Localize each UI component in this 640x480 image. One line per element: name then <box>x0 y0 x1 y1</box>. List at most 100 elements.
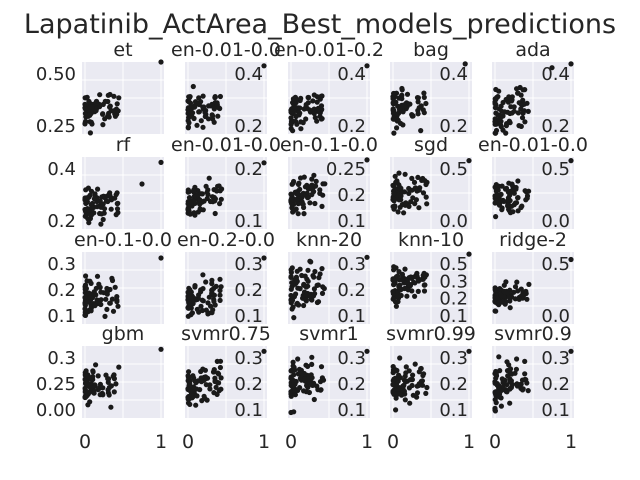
data-point <box>424 384 430 391</box>
data-point <box>90 368 96 374</box>
subplot-8: 0.1 0.2 0.25 en-0.1-0.0 <box>280 134 378 232</box>
data-point <box>85 373 91 380</box>
y-tick-label: 0.2 <box>234 159 263 180</box>
y-tick-label: 0.3 <box>337 348 366 369</box>
data-point <box>291 315 297 321</box>
data-point <box>83 200 89 206</box>
data-point <box>298 175 304 181</box>
data-point <box>413 197 419 203</box>
data-point <box>107 104 113 110</box>
data-point <box>289 297 296 303</box>
data-point <box>409 175 415 181</box>
data-point <box>510 209 516 215</box>
data-point <box>198 303 204 309</box>
data-point <box>289 106 295 112</box>
data-point <box>88 119 94 125</box>
y-tick-label: 0.1 <box>439 306 468 327</box>
data-point <box>418 365 424 372</box>
data-point <box>496 354 502 360</box>
data-point <box>396 269 402 275</box>
data-point <box>295 371 301 377</box>
data-point <box>115 200 121 206</box>
data-point <box>403 200 409 206</box>
data-point <box>196 109 202 115</box>
data-point <box>288 286 294 292</box>
data-point <box>497 368 503 374</box>
subplot-title: bag <box>413 39 449 61</box>
y-tick-label: 0.1 <box>541 400 570 421</box>
data-point <box>415 111 421 117</box>
data-point <box>501 282 507 288</box>
data-point <box>466 158 472 164</box>
data-point <box>305 106 311 112</box>
data-point <box>185 374 192 381</box>
data-point <box>419 276 425 282</box>
data-point <box>89 295 96 301</box>
data-point <box>206 294 212 300</box>
data-point <box>97 104 103 110</box>
x-tick-label: 0 <box>285 431 297 453</box>
data-point <box>306 389 312 396</box>
y-tick-label: 0.2 <box>541 374 570 395</box>
data-point <box>568 61 574 67</box>
data-point <box>526 281 532 287</box>
data-point <box>412 361 418 367</box>
data-point <box>301 388 307 394</box>
data-point <box>288 382 294 388</box>
data-point <box>397 355 403 361</box>
data-point <box>83 285 89 292</box>
data-point <box>218 284 224 290</box>
data-point <box>217 297 223 303</box>
data-point <box>102 98 108 104</box>
data-point <box>82 106 88 112</box>
data-point <box>391 90 397 97</box>
data-point <box>414 95 421 101</box>
data-point <box>515 110 522 116</box>
y-tick-label: 0.50 <box>36 64 76 85</box>
data-point <box>305 94 311 101</box>
data-point <box>215 113 221 119</box>
data-point <box>216 380 222 386</box>
data-point <box>309 375 315 381</box>
y-tick-label: 0.2 <box>541 116 570 137</box>
subplot-title: en-0.01-0.0 <box>171 39 281 61</box>
data-point <box>390 106 396 112</box>
data-point <box>86 220 92 226</box>
data-point <box>516 296 522 302</box>
subplot-title: svmr0.9 <box>494 323 572 345</box>
y-tick-label: 0.0 <box>439 211 468 232</box>
data-point <box>108 206 114 212</box>
x-tick-label: 1 <box>565 431 577 453</box>
data-point <box>308 259 314 265</box>
data-point <box>108 404 114 410</box>
data-point <box>504 368 511 374</box>
data-point <box>492 379 498 385</box>
subplot-title: knn-10 <box>398 229 464 251</box>
data-point <box>406 203 412 209</box>
data-point <box>310 382 316 388</box>
data-point <box>200 124 206 130</box>
data-point <box>493 182 499 188</box>
data-point <box>511 104 517 110</box>
y-tick-label: 0.3 <box>439 271 468 292</box>
subplot-15: 0.0 0.5 ridge-2 <box>492 229 574 327</box>
data-point <box>320 284 326 290</box>
data-point <box>198 118 204 124</box>
data-point <box>399 189 406 195</box>
y-tick-label: 0.1 <box>234 400 263 421</box>
data-point <box>288 196 294 202</box>
data-point <box>310 98 316 104</box>
data-point <box>212 302 218 308</box>
data-point <box>406 190 412 196</box>
data-point <box>293 197 299 203</box>
data-point <box>206 175 212 181</box>
data-point <box>294 121 300 127</box>
data-point <box>390 110 397 116</box>
data-point <box>187 401 193 407</box>
data-point <box>94 100 100 106</box>
data-point <box>288 191 294 197</box>
y-tick-label: 0.2 <box>337 280 366 301</box>
data-point <box>493 308 499 314</box>
data-point <box>495 199 501 205</box>
data-point <box>494 187 500 193</box>
